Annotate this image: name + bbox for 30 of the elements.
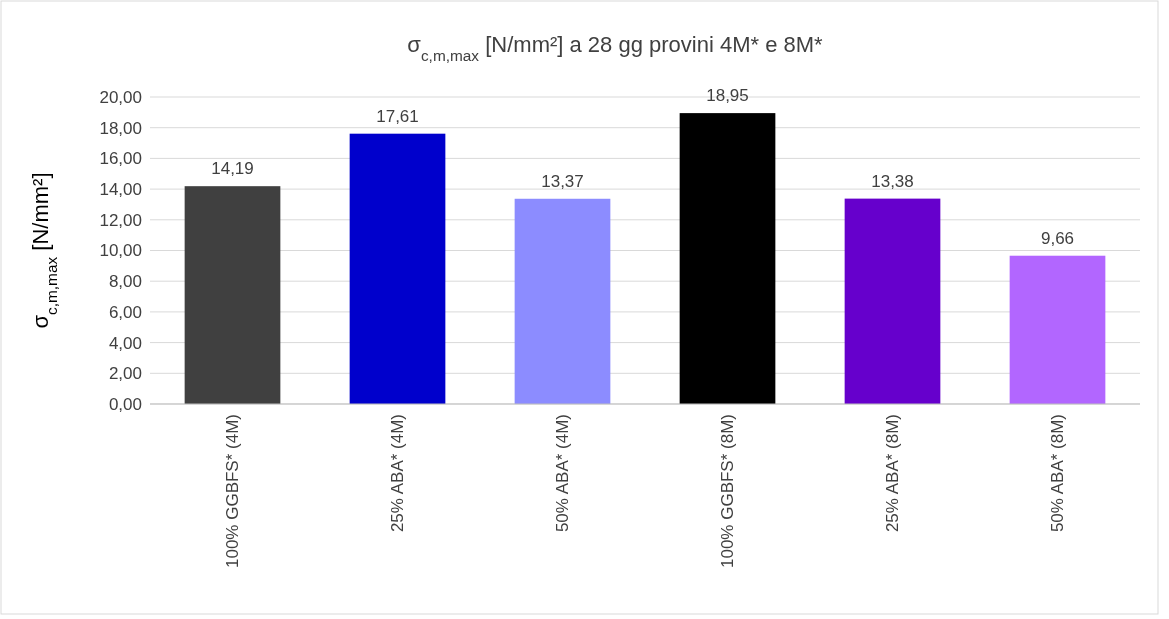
y-tick-label: 10,00: [99, 241, 142, 261]
y-tick-label: 18,00: [99, 118, 142, 138]
y-tick-label: 12,00: [99, 210, 142, 230]
data-label: 13,38: [871, 171, 914, 191]
x-tick-label: 100% GGBFS* (4M): [223, 414, 243, 568]
x-tick-label: 50% ABA* (8M): [1048, 414, 1068, 533]
bar: [349, 133, 446, 404]
chart-title: σ$_{c,m,max}$ [N/mm²] a 28 gg provini 4M* e 8M*: [407, 32, 824, 64]
data-label: 13,37: [541, 171, 584, 191]
y-tick-label: 0,00: [108, 394, 142, 414]
x-tick-label: 100% GGBFS* (8M): [718, 414, 738, 568]
bar: [844, 198, 941, 404]
data-label: 17,61: [376, 106, 419, 126]
x-tick-label: 25% ABA* (8M): [883, 414, 903, 533]
bar: [514, 198, 611, 404]
y-tick-label: 14,00: [99, 180, 142, 200]
y-tick-label: 8,00: [108, 272, 142, 292]
y-tick-label: 6,00: [108, 302, 142, 322]
bar: [679, 113, 776, 404]
bar: [1009, 255, 1106, 404]
data-label: 9,66: [1040, 228, 1075, 248]
x-tick-label: 25% ABA* (4M): [388, 414, 408, 533]
x-tick-label: 50% ABA* (4M): [553, 414, 573, 533]
y-tick-label: 16,00: [99, 149, 142, 169]
bar: [184, 186, 281, 404]
y-tick-label: 20,00: [99, 87, 142, 107]
y-tick-label: 4,00: [108, 333, 142, 353]
y-tick-label: 2,00: [108, 364, 142, 384]
data-label: 14,19: [211, 159, 254, 179]
data-label: 18,95: [706, 86, 749, 106]
